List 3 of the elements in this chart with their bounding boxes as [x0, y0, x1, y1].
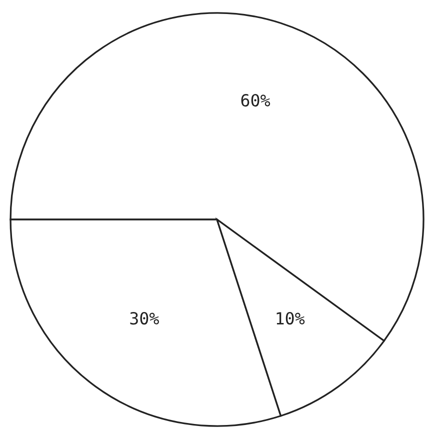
data-label: 60%: [241, 94, 270, 107]
data-label: 10%: [276, 312, 305, 325]
data-label: 30%: [130, 312, 159, 325]
